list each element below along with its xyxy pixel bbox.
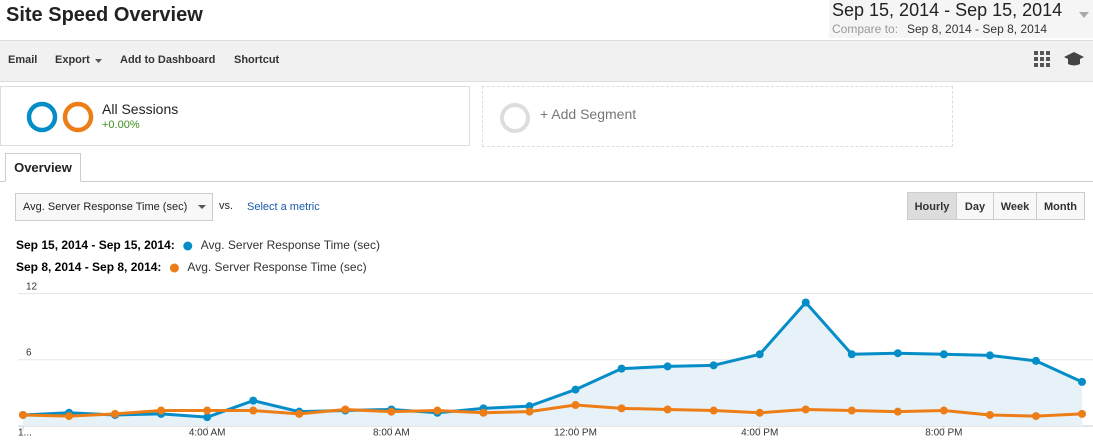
data-point — [525, 407, 534, 416]
data-point — [801, 405, 810, 414]
data-point — [203, 413, 212, 422]
legend-period: Sep 15, 2014 - Sep 15, 2014: — [16, 238, 175, 252]
hourly-button[interactable]: Hourly — [907, 192, 957, 220]
series-line — [22, 403, 1083, 418]
data-point — [571, 385, 580, 394]
date-range: Sep 15, 2014 - Sep 15, 2014 — [832, 0, 1063, 20]
segment-card[interactable]: All Sessions +0.00% — [0, 86, 470, 146]
data-point — [387, 407, 396, 416]
data-point — [65, 412, 74, 421]
x-tick-label: 12:00 PM — [554, 428, 597, 439]
segment-change: +0.00% — [102, 119, 140, 131]
series-area — [23, 302, 1082, 426]
data-point — [1078, 409, 1086, 418]
legend-dot — [169, 263, 179, 273]
data-point — [663, 362, 672, 371]
data-point — [709, 361, 718, 370]
data-point — [433, 406, 442, 415]
data-point — [19, 410, 27, 419]
metric-select-label: Avg. Server Response Time (sec) — [23, 201, 188, 213]
series-line — [22, 300, 1083, 419]
y-tick-label: 12 — [26, 281, 38, 292]
data-point — [755, 350, 764, 359]
x-tick-label: 1... — [18, 428, 32, 439]
data-point — [1031, 412, 1040, 421]
legend-period: Sep 8, 2014 - Sep 8, 2014: — [16, 260, 161, 274]
toolbar-export[interactable]: Export — [55, 54, 90, 66]
add-segment-icon — [500, 103, 530, 133]
data-point — [617, 404, 626, 413]
data-point — [479, 408, 488, 417]
x-tick-label: 8:00 PM — [925, 428, 962, 439]
data-point — [249, 396, 258, 405]
legend-dot — [183, 241, 193, 251]
data-point — [985, 410, 994, 419]
data-point — [755, 408, 764, 417]
tab-overview[interactable]: Overview — [5, 153, 81, 182]
x-tick-label: 4:00 AM — [189, 428, 226, 439]
y-tick-label: 6 — [26, 347, 32, 358]
data-point — [939, 350, 948, 359]
toolbar — [0, 40, 1093, 82]
compare-label: Compare to: — [832, 22, 899, 36]
data-point — [893, 407, 902, 416]
data-point — [571, 401, 580, 410]
week-button[interactable]: Week — [993, 192, 1037, 220]
toolbar-shortcut[interactable]: Shortcut — [234, 54, 280, 66]
data-point — [1031, 356, 1040, 365]
data-point — [525, 402, 534, 411]
data-point — [847, 406, 856, 415]
page-title: Site Speed Overview — [6, 4, 203, 26]
select-arrow — [198, 205, 206, 209]
toolbar-icons[interactable] — [1034, 51, 1086, 69]
metric-select[interactable]: Avg. Server Response Time (sec) — [15, 193, 213, 221]
add-segment-label: + Add Segment — [540, 106, 637, 122]
data-point — [847, 350, 856, 359]
chart: Sep 15, 2014 - Sep 15, 2014: Avg. Server … — [16, 238, 1093, 439]
data-point — [617, 364, 626, 373]
data-point — [939, 406, 948, 415]
day-button[interactable]: Day — [956, 192, 994, 220]
data-point — [709, 406, 718, 415]
compare-range: Sep 8, 2014 - Sep 8, 2014 — [907, 22, 1048, 36]
month-button[interactable]: Month — [1036, 192, 1085, 220]
data-point — [801, 298, 810, 307]
data-point — [111, 409, 120, 418]
date-picker[interactable]: Sep 15, 2014 - Sep 15, 2014 Compare to: … — [829, 0, 1093, 38]
data-point — [295, 409, 304, 418]
data-point — [341, 405, 350, 414]
export-arrow — [95, 59, 102, 63]
add-segment[interactable]: + Add Segment — [482, 86, 953, 147]
data-point — [1078, 377, 1086, 386]
segment-icons — [26, 101, 94, 133]
data-point — [893, 349, 902, 358]
legend-label: Avg. Server Response Time (sec) — [187, 260, 366, 274]
data-point — [203, 406, 212, 415]
data-point — [985, 351, 994, 360]
data-point — [663, 405, 672, 414]
vs-label: vs. — [219, 200, 234, 212]
data-point — [157, 406, 166, 415]
x-tick-label: 4:00 PM — [741, 428, 778, 439]
toolbar-email[interactable]: Email — [8, 54, 38, 66]
tab-rule — [0, 181, 1093, 182]
dropdown-arrow — [1079, 12, 1089, 18]
segment-name: All Sessions — [102, 101, 179, 117]
data-point — [249, 406, 258, 415]
select-metric[interactable]: Select a metric — [247, 201, 320, 213]
x-tick-label: 8:00 AM — [373, 428, 410, 439]
legend-label: Avg. Server Response Time (sec) — [201, 238, 380, 252]
toolbar-dashboard[interactable]: Add to Dashboard — [120, 54, 216, 66]
